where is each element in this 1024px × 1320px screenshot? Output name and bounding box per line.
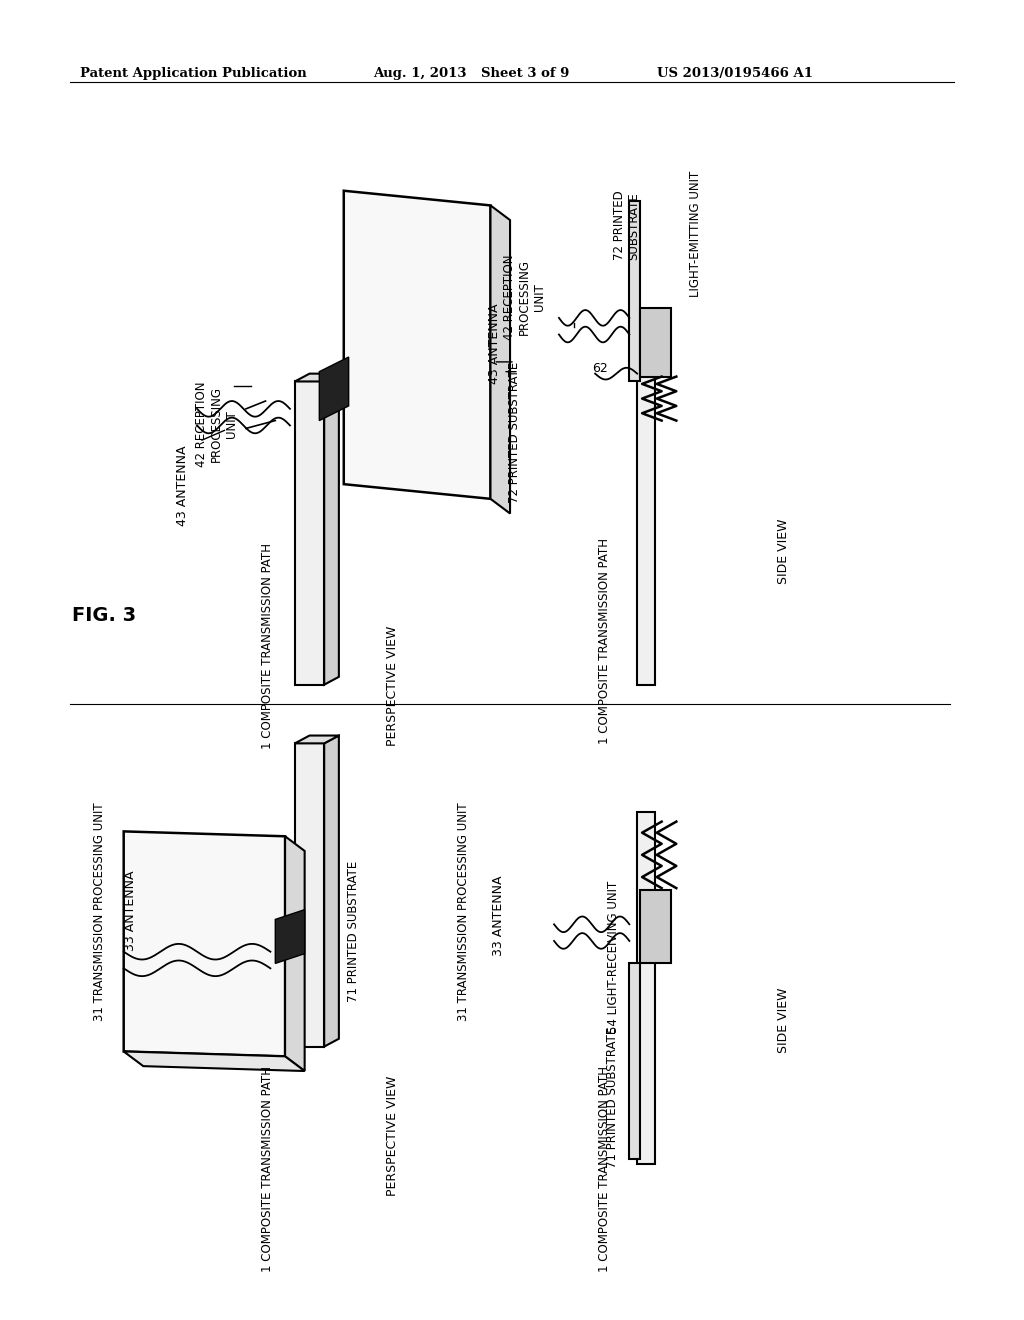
Text: 1 COMPOSITE TRANSMISSION PATH: 1 COMPOSITE TRANSMISSION PATH [261, 1067, 274, 1272]
Text: 31 TRANSMISSION PROCESSING UNIT: 31 TRANSMISSION PROCESSING UNIT [457, 803, 470, 1020]
Text: US 2013/0195466 A1: US 2013/0195466 A1 [656, 66, 813, 79]
Polygon shape [295, 735, 339, 743]
Text: Patent Application Publication: Patent Application Publication [80, 66, 306, 79]
Polygon shape [640, 890, 672, 964]
Text: 33 ANTENNA: 33 ANTENNA [492, 875, 505, 956]
Text: 43 ANTENNA: 43 ANTENNA [487, 304, 501, 384]
Polygon shape [640, 308, 672, 376]
Text: 71 PRINTED SUBSTRATE: 71 PRINTED SUBSTRATE [347, 861, 360, 1002]
Text: PERSPECTIVE VIEW: PERSPECTIVE VIEW [386, 626, 399, 746]
Polygon shape [295, 374, 339, 381]
Text: SIDE VIEW: SIDE VIEW [777, 987, 791, 1053]
Text: PERSPECTIVE VIEW: PERSPECTIVE VIEW [386, 1076, 399, 1196]
Text: 72 PRINTED
SUBSTRATE: 72 PRINTED SUBSTRATE [612, 190, 641, 260]
Text: 1 COMPOSITE TRANSMISSION PATH: 1 COMPOSITE TRANSMISSION PATH [261, 543, 274, 748]
Polygon shape [285, 837, 305, 1071]
Text: 72 PRINTED SUBSTRATE: 72 PRINTED SUBSTRATE [509, 362, 521, 503]
Polygon shape [124, 1052, 305, 1071]
Text: 71 PRINTED SUBSTRATE: 71 PRINTED SUBSTRATE [606, 1027, 620, 1168]
Text: 1 COMPOSITE TRANSMISSION PATH: 1 COMPOSITE TRANSMISSION PATH [598, 1067, 611, 1272]
Polygon shape [325, 735, 339, 1047]
Polygon shape [325, 374, 339, 685]
Text: 42 RECEPTION
PROCESSING
UNIT: 42 RECEPTION PROCESSING UNIT [196, 381, 239, 467]
Text: 43 ANTENNA: 43 ANTENNA [176, 445, 188, 525]
Polygon shape [637, 812, 654, 1164]
Text: 42 RECEPTION
PROCESSING
UNIT: 42 RECEPTION PROCESSING UNIT [503, 255, 546, 339]
Polygon shape [295, 743, 325, 1047]
Text: 31 TRANSMISSION PROCESSING UNIT: 31 TRANSMISSION PROCESSING UNIT [93, 803, 105, 1020]
Polygon shape [124, 832, 285, 1056]
Text: 33 ANTENNA: 33 ANTENNA [124, 870, 137, 950]
Text: Aug. 1, 2013: Aug. 1, 2013 [373, 66, 467, 79]
Polygon shape [630, 964, 640, 1159]
Text: 1 COMPOSITE TRANSMISSION PATH: 1 COMPOSITE TRANSMISSION PATH [598, 539, 611, 744]
Polygon shape [344, 190, 490, 499]
Polygon shape [319, 356, 348, 421]
Polygon shape [275, 909, 305, 964]
Text: LIGHT-EMITTING UNIT: LIGHT-EMITTING UNIT [689, 172, 702, 297]
Text: FIG. 3: FIG. 3 [72, 606, 136, 626]
Text: 54 LIGHT-RECEIVING UNIT: 54 LIGHT-RECEIVING UNIT [607, 880, 621, 1032]
Text: Sheet 3 of 9: Sheet 3 of 9 [480, 66, 569, 79]
Polygon shape [490, 206, 510, 513]
Text: 62: 62 [592, 362, 608, 375]
Polygon shape [295, 381, 325, 685]
Polygon shape [630, 201, 640, 381]
Text: SIDE VIEW: SIDE VIEW [777, 519, 791, 583]
Polygon shape [637, 342, 654, 685]
